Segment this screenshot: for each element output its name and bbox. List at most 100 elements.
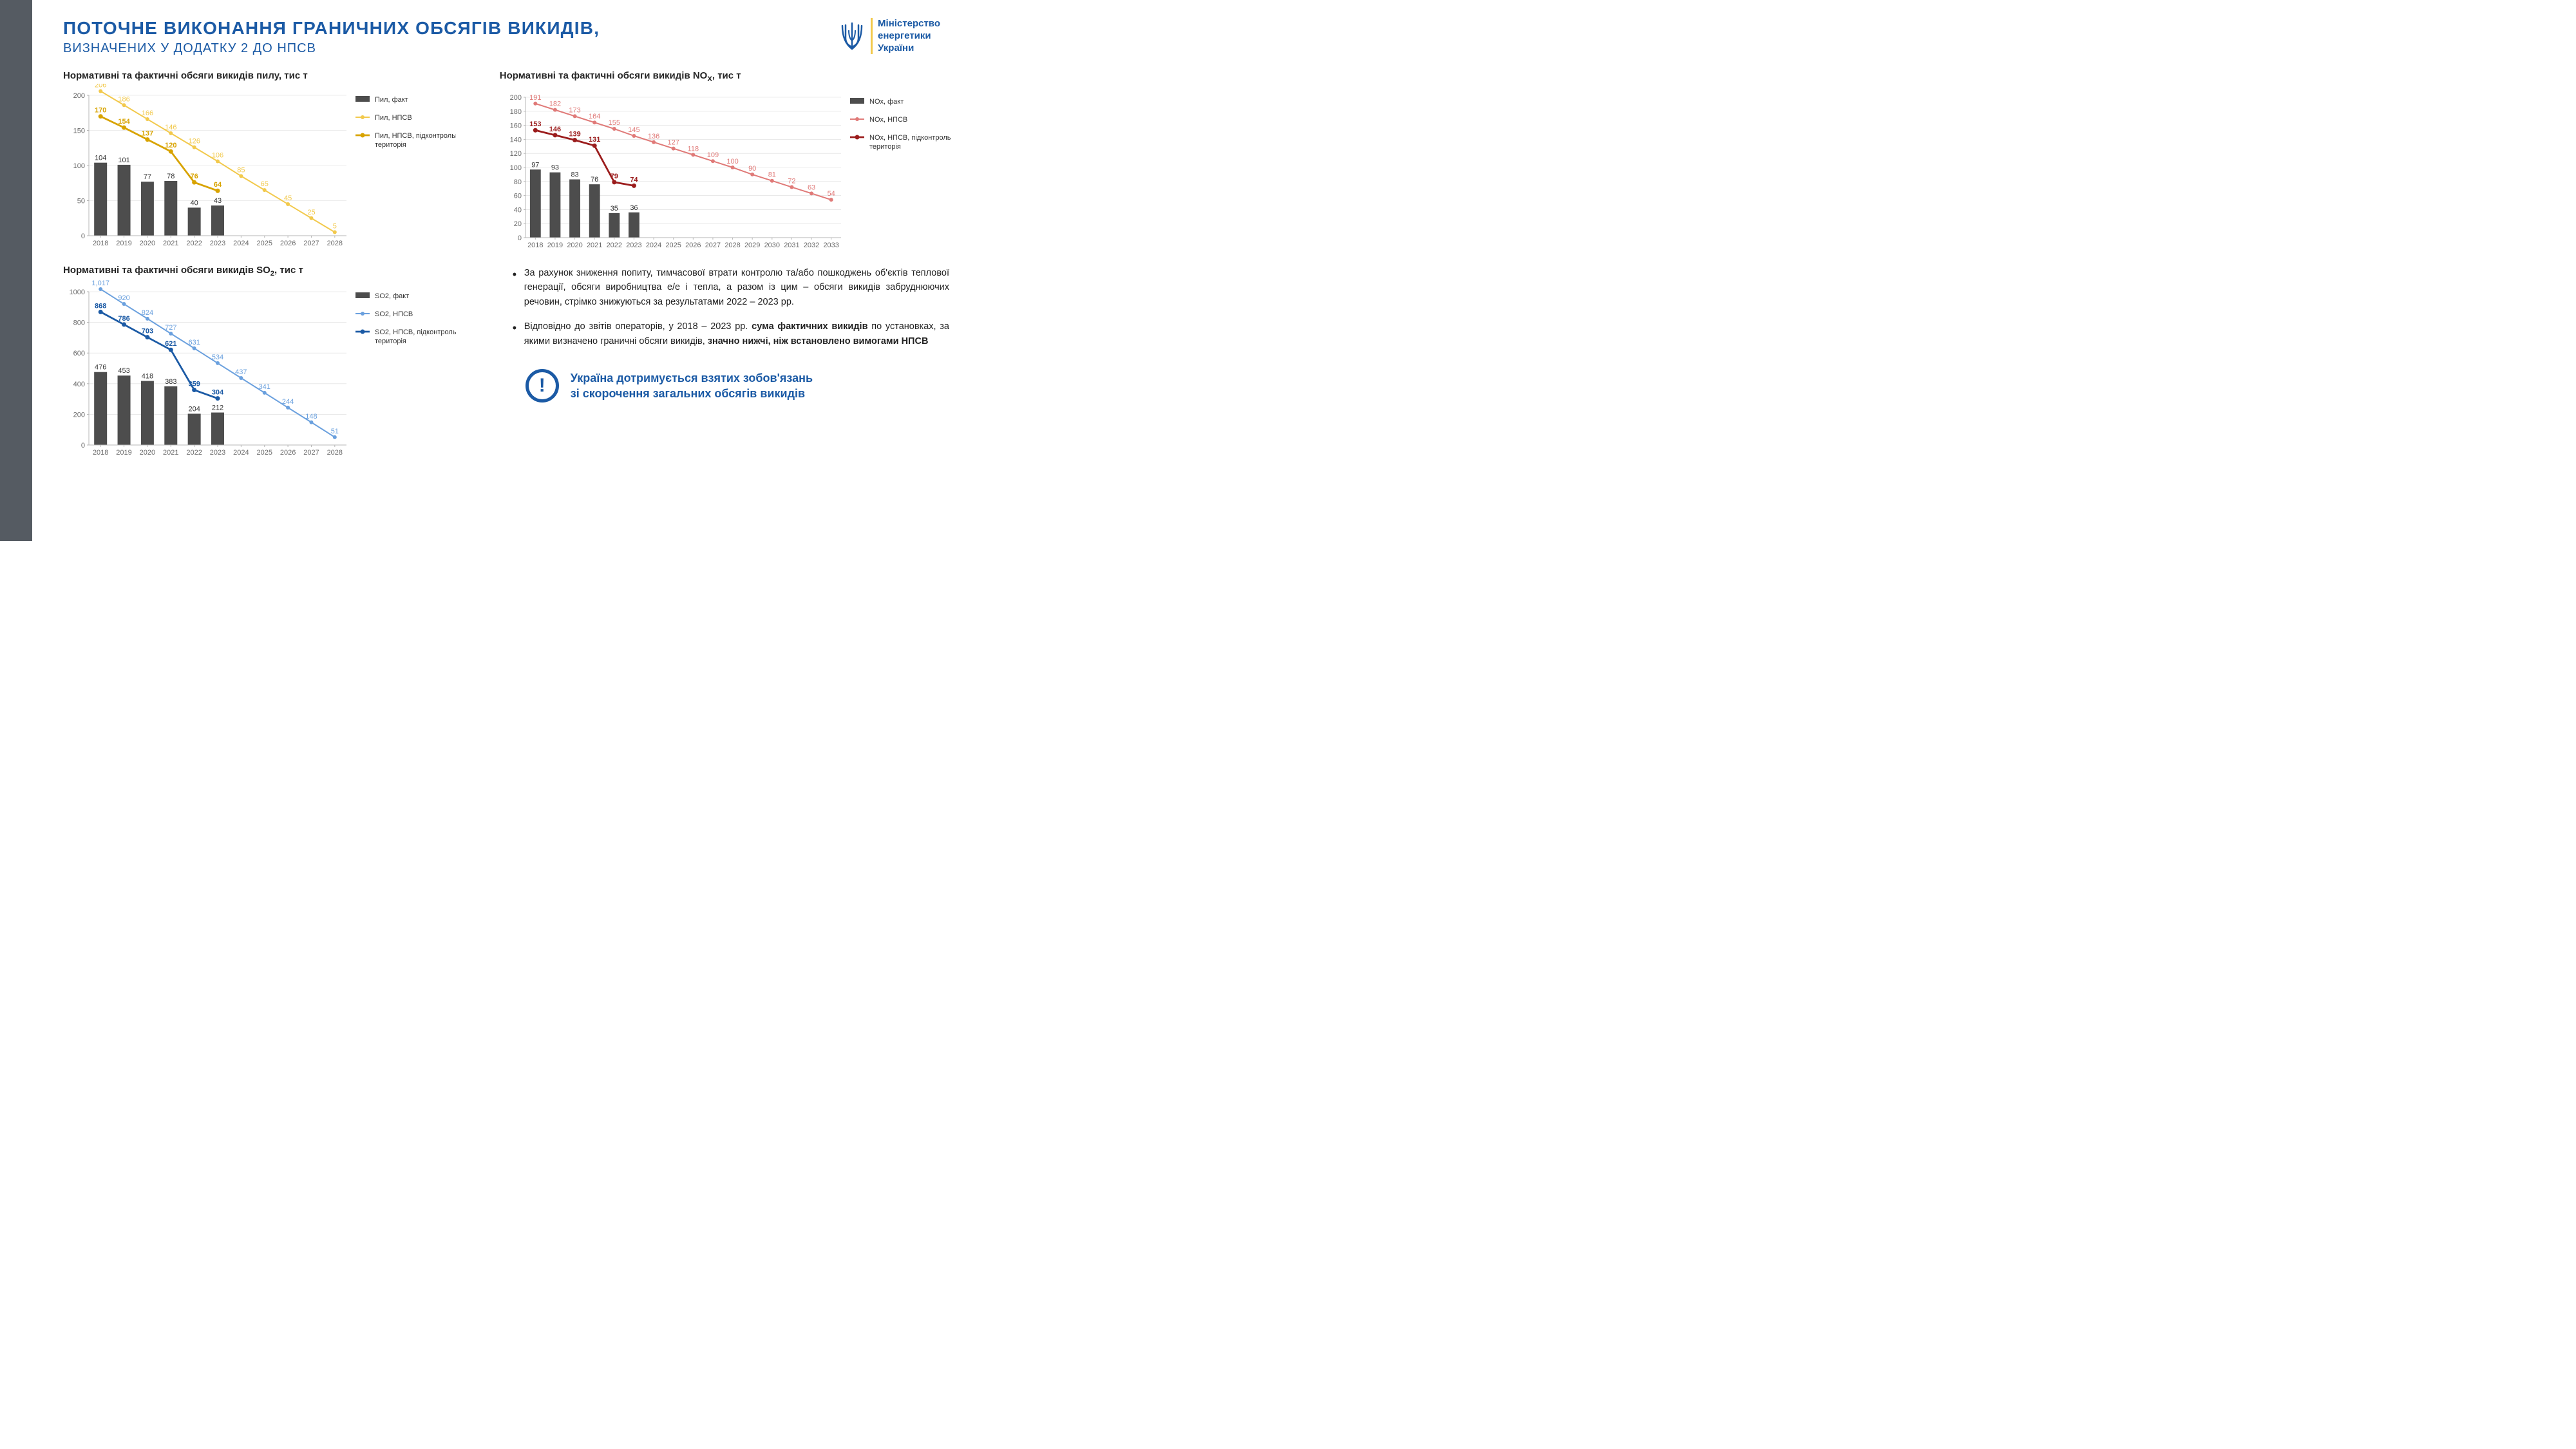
svg-text:153: 153 bbox=[529, 120, 541, 128]
svg-text:83: 83 bbox=[571, 171, 578, 179]
svg-text:2026: 2026 bbox=[685, 242, 701, 249]
header: ПОТОЧНЕ ВИКОНАННЯ ГРАНИЧНИХ ОБСЯГІВ ВИКИ… bbox=[63, 18, 940, 56]
svg-text:2027: 2027 bbox=[705, 242, 720, 249]
svg-text:76: 76 bbox=[191, 173, 198, 180]
svg-text:2028: 2028 bbox=[327, 240, 343, 247]
svg-text:2023: 2023 bbox=[210, 449, 225, 457]
svg-text:2022: 2022 bbox=[186, 240, 202, 247]
left-decorative-bar bbox=[0, 0, 32, 541]
svg-text:786: 786 bbox=[118, 315, 129, 323]
svg-text:600: 600 bbox=[73, 350, 85, 357]
svg-text:Пил, факт: Пил, факт bbox=[375, 96, 408, 104]
svg-text:160: 160 bbox=[509, 122, 521, 130]
svg-text:868: 868 bbox=[95, 302, 106, 310]
svg-text:36: 36 bbox=[630, 204, 638, 212]
svg-text:164: 164 bbox=[589, 113, 600, 120]
svg-text:2029: 2029 bbox=[744, 242, 760, 249]
svg-text:212: 212 bbox=[212, 404, 223, 412]
svg-text:476: 476 bbox=[95, 364, 106, 372]
chart-so2: Нормативні та фактичні обсяги викидів SO… bbox=[63, 260, 484, 460]
chart-so2-svg: 0200400600800100047645341838320421220182… bbox=[63, 280, 456, 460]
svg-text:територія: територія bbox=[375, 141, 406, 149]
svg-text:100: 100 bbox=[726, 158, 738, 166]
svg-text:79: 79 bbox=[610, 173, 618, 180]
svg-text:93: 93 bbox=[551, 164, 559, 172]
svg-text:120: 120 bbox=[165, 142, 176, 149]
svg-text:2025: 2025 bbox=[665, 242, 681, 249]
chart-nox-svg: 0204060801001201401601802009793837635362… bbox=[500, 86, 951, 253]
trident-icon bbox=[840, 21, 864, 51]
svg-text:140: 140 bbox=[509, 136, 521, 144]
svg-text:2023: 2023 bbox=[626, 242, 641, 249]
svg-text:74: 74 bbox=[630, 176, 638, 184]
svg-text:200: 200 bbox=[509, 94, 521, 102]
svg-text:2032: 2032 bbox=[804, 242, 819, 249]
svg-text:2023: 2023 bbox=[210, 240, 225, 247]
svg-text:621: 621 bbox=[165, 340, 176, 348]
svg-text:64: 64 bbox=[214, 181, 222, 189]
svg-text:200: 200 bbox=[73, 92, 85, 100]
svg-text:60: 60 bbox=[514, 193, 522, 200]
svg-text:63: 63 bbox=[808, 184, 815, 191]
svg-text:NOx, факт: NOx, факт bbox=[869, 98, 904, 106]
chart-dust: Нормативні та фактичні обсяги викидів пи… bbox=[63, 65, 484, 253]
svg-text:2033: 2033 bbox=[823, 242, 838, 249]
svg-text:191: 191 bbox=[529, 94, 541, 102]
svg-text:25: 25 bbox=[307, 209, 315, 216]
svg-text:51: 51 bbox=[331, 428, 339, 435]
page-subtitle: ВИЗНАЧЕНИХ У ДОДАТКУ 2 ДО НПСВ bbox=[63, 41, 600, 56]
svg-text:35: 35 bbox=[610, 205, 618, 213]
svg-text:2020: 2020 bbox=[140, 449, 155, 457]
svg-text:2019: 2019 bbox=[547, 242, 562, 249]
svg-text:166: 166 bbox=[142, 109, 153, 117]
svg-text:146: 146 bbox=[165, 124, 176, 131]
svg-text:154: 154 bbox=[118, 118, 130, 126]
svg-text:136: 136 bbox=[648, 133, 659, 140]
svg-text:40: 40 bbox=[514, 206, 522, 214]
svg-text:територія: територія bbox=[375, 337, 406, 345]
svg-text:97: 97 bbox=[531, 161, 539, 169]
chart-dust-svg: 0501001502001041017778404320182019202020… bbox=[63, 84, 456, 251]
chart-dust-title: Нормативні та фактичні обсяги викидів пи… bbox=[63, 70, 484, 81]
svg-text:NOx, НПСВ, підконтрольна: NOx, НПСВ, підконтрольна bbox=[869, 134, 951, 142]
svg-text:631: 631 bbox=[188, 339, 200, 346]
svg-text:383: 383 bbox=[165, 378, 176, 386]
svg-text:0: 0 bbox=[518, 234, 522, 242]
svg-text:100: 100 bbox=[73, 162, 85, 170]
logo-text-3: України bbox=[878, 43, 914, 53]
svg-text:400: 400 bbox=[73, 381, 85, 388]
svg-text:173: 173 bbox=[569, 106, 580, 114]
svg-text:182: 182 bbox=[549, 100, 561, 108]
svg-text:341: 341 bbox=[259, 383, 270, 391]
svg-text:2028: 2028 bbox=[724, 242, 740, 249]
bullet-item: Відповідно до звітів операторів, у 2018 … bbox=[513, 319, 949, 348]
svg-text:20: 20 bbox=[514, 220, 522, 228]
svg-text:1,017: 1,017 bbox=[91, 280, 109, 287]
svg-text:453: 453 bbox=[118, 367, 129, 375]
svg-text:534: 534 bbox=[212, 354, 223, 361]
svg-text:155: 155 bbox=[608, 119, 620, 127]
svg-text:2021: 2021 bbox=[587, 242, 602, 249]
svg-text:180: 180 bbox=[509, 108, 521, 116]
svg-text:2019: 2019 bbox=[116, 240, 131, 247]
svg-text:359: 359 bbox=[188, 381, 200, 388]
callout-line-2: зі скорочення загальних обсягів викидів bbox=[571, 387, 805, 400]
svg-text:2021: 2021 bbox=[163, 240, 178, 247]
svg-text:2018: 2018 bbox=[527, 242, 543, 249]
svg-text:200: 200 bbox=[73, 411, 85, 419]
svg-text:150: 150 bbox=[73, 128, 85, 135]
svg-text:NOx, НПСВ: NOx, НПСВ bbox=[869, 116, 907, 124]
svg-text:824: 824 bbox=[142, 309, 153, 317]
svg-text:703: 703 bbox=[142, 328, 153, 336]
svg-text:2021: 2021 bbox=[163, 449, 178, 457]
svg-text:45: 45 bbox=[284, 194, 292, 202]
svg-text:2019: 2019 bbox=[116, 449, 131, 457]
logo-text-1: Міністерство bbox=[878, 18, 940, 29]
svg-text:72: 72 bbox=[788, 178, 795, 185]
svg-text:2026: 2026 bbox=[280, 240, 296, 247]
svg-text:131: 131 bbox=[589, 136, 600, 144]
svg-text:2025: 2025 bbox=[256, 449, 272, 457]
svg-text:2027: 2027 bbox=[303, 240, 319, 247]
svg-text:0: 0 bbox=[81, 232, 85, 240]
svg-text:SO2, НПСВ: SO2, НПСВ bbox=[375, 310, 413, 318]
